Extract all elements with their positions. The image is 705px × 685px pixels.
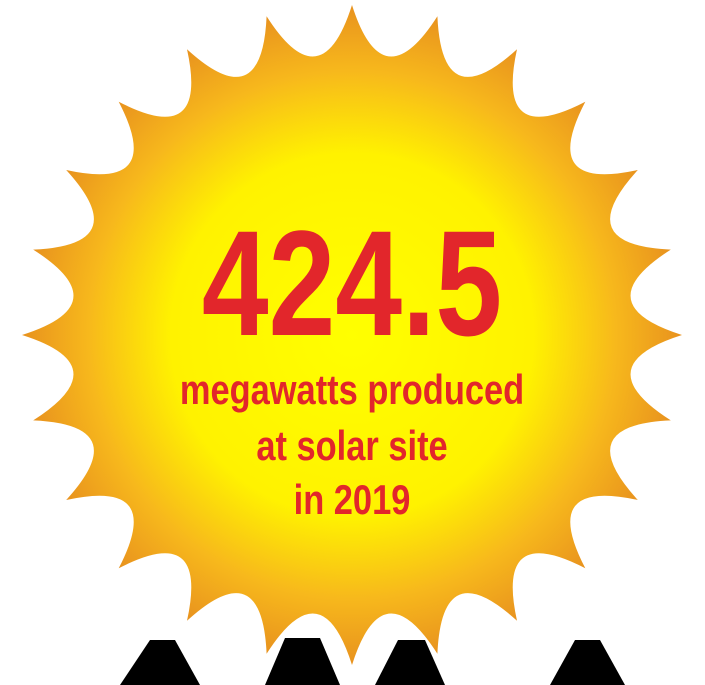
cropped-letters [120,638,625,685]
page: {"headline": {"value": "424.5", "lines":… [0,0,705,685]
infographic: 424.5 megawatts produced at solar site i… [0,0,705,685]
headline-group: 424.5 [202,199,502,367]
caption-line: in 2019 [294,477,411,524]
caption-line: at solar site [256,423,447,470]
headline-value: 424.5 [202,199,502,367]
caption-line: megawatts produced [180,367,524,414]
